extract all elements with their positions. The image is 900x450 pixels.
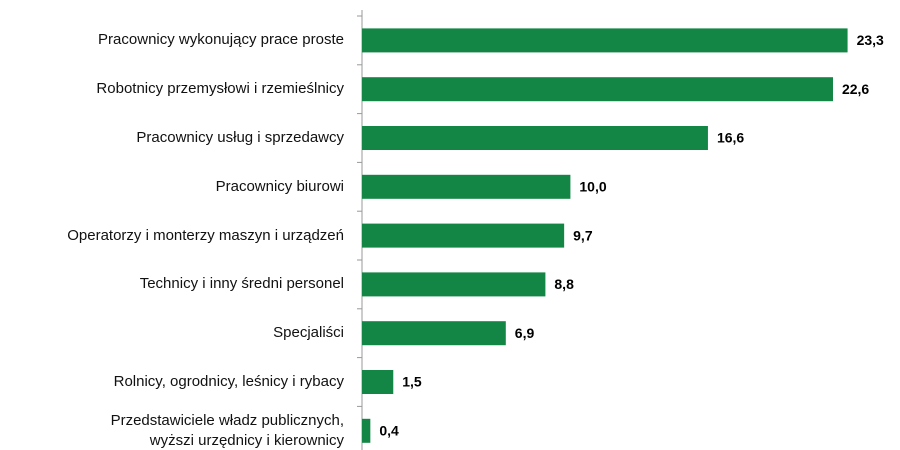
bar [362,77,833,102]
category-label: Operatorzy i monterzy maszyn i urządzeń [67,226,344,244]
value-label: 9,7 [573,227,593,243]
category-label: Robotnicy przemysłowi i rzemieślnicy [96,80,344,98]
category-label: Specjaliści [273,324,344,342]
bar [362,223,565,248]
category-label: Technicy i inny średni personel [139,275,344,293]
value-label: 8,8 [554,276,574,292]
value-label: 23,3 [857,32,884,48]
category-label: Rolnicy, ogrodnicy, leśnicy i rybacy [113,373,344,390]
bar [362,418,371,443]
value-label: 0,4 [379,423,399,439]
category-label: Pracownicy usług i sprzedawcy [136,129,344,146]
category-label: Pracownicy wykonujący prace proste [98,31,344,49]
value-label: 6,9 [515,325,535,341]
value-label: 10,0 [579,179,606,195]
bar [362,126,708,150]
category-label: Przedstawiciele władz publicznych, wyższ… [110,411,344,449]
bar [362,272,546,297]
category-label: Pracownicy biurowi [215,177,344,195]
bar [362,321,506,346]
bar [362,28,848,53]
value-label: 1,5 [402,374,422,390]
bar [362,174,571,199]
value-label: 16,6 [717,130,744,146]
bar [362,370,394,394]
value-label: 22,6 [842,81,869,97]
